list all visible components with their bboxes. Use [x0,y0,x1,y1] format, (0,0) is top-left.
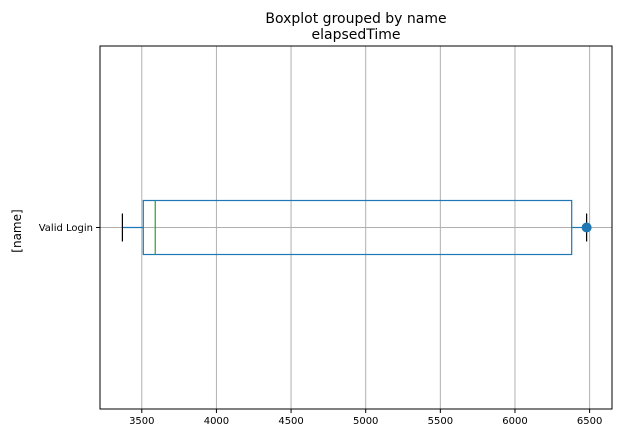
x-tick-label: 4500 [278,416,303,427]
x-tick-label: 4000 [204,416,229,427]
y-axis-label: [name] [10,209,24,252]
box-iqr [142,199,573,256]
x-axis-ticks: 3500 4000 4500 5000 5500 6000 6500 [129,409,602,427]
x-tick-label: 5000 [353,416,378,427]
y-axis-ticks: Valid Login [39,223,100,234]
y-tick-label: Valid Login [39,223,93,234]
x-tick-label: 5500 [428,416,453,427]
x-tick-label: 3500 [129,416,154,427]
box-group [121,199,592,256]
flier-point [581,222,592,233]
chart-title: elapsedTime [311,27,400,43]
x-tick-label: 6000 [502,416,527,427]
chart-suptitle: Boxplot grouped by name [265,11,446,27]
grid-lines [100,46,612,409]
x-tick-label: 6500 [577,416,602,427]
box-layer [121,199,592,256]
